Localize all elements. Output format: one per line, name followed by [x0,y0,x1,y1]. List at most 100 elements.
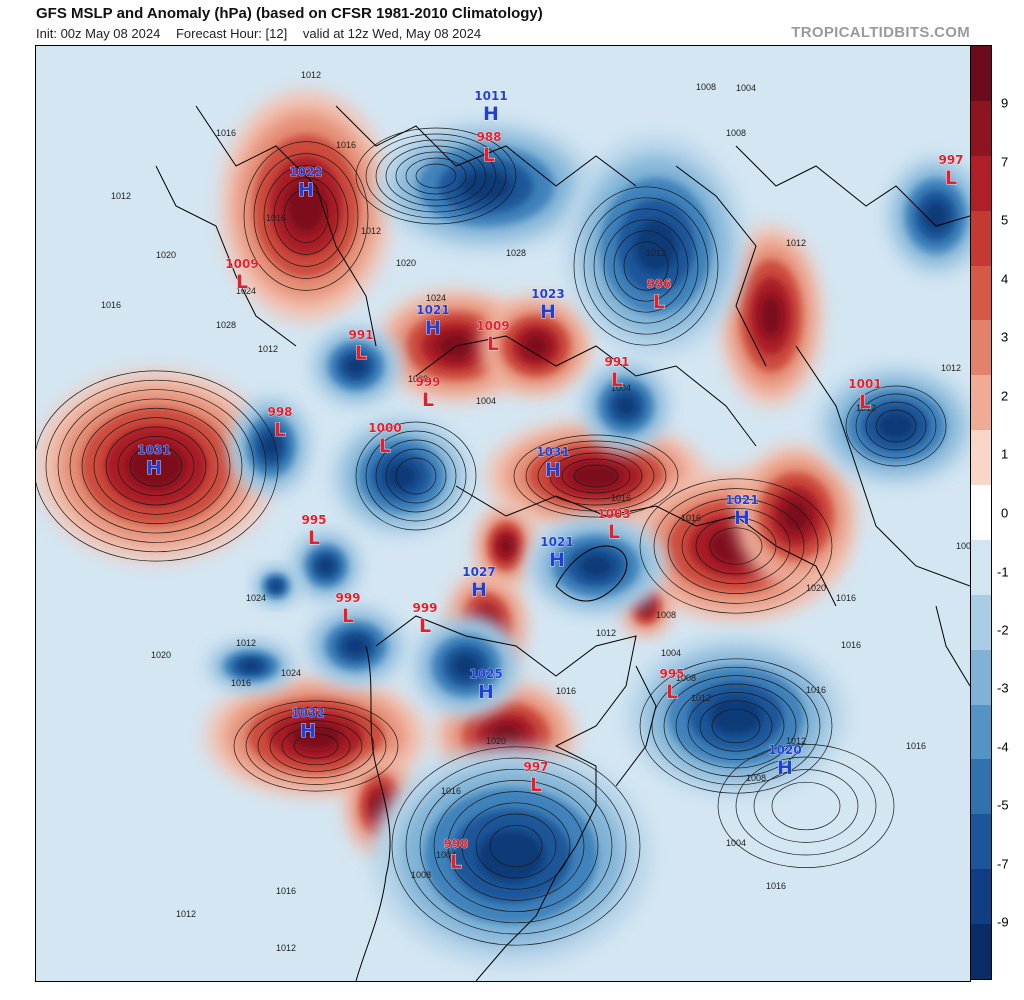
colorbar-tick-label: 5 [1001,212,1009,228]
pressure-value: 1032 [291,706,324,720]
anomaly-blob [736,446,856,586]
isobar-line [281,726,351,766]
pressure-value: 997 [523,760,548,774]
colorbar-segment [971,594,991,651]
pressure-letter: L [236,271,248,293]
isobar-line [875,409,917,443]
coastlines [155,105,970,981]
colorbar-segment [971,759,991,815]
colorbar-tick-label: -1 [997,564,1009,580]
isobar-line [583,197,709,335]
isobar-label: 1016 [611,493,631,503]
isobar-line [461,802,571,890]
isobar-line [537,446,655,506]
isobar-label: 1016 [101,300,121,310]
isobar-label: 1012 [111,191,131,201]
isobar-label: 1016 [836,593,856,603]
isobar-line [699,700,773,752]
isobar-line [433,780,599,912]
coastline [195,105,377,347]
pressure-value: 1003 [597,507,630,521]
anomaly-blob [306,606,406,686]
pressure-letter: H [545,459,561,481]
isobar-label: 1012 [276,943,296,953]
isobar-line [415,163,457,189]
pressure-value: 1031 [536,445,569,459]
pressure-value: 1011 [474,89,507,103]
isobar-line [273,177,339,255]
pressure-value: 999 [415,375,440,389]
isobar-line [717,744,895,868]
coastline [735,145,970,227]
isobar-line [117,436,195,496]
pressure-value: 1009 [225,257,258,271]
pressure-value: 1020 [768,743,801,757]
pressure-letter: L [859,391,871,413]
isobar-line [293,733,339,759]
isobar-label: 1008 [676,673,696,683]
isobar-label: 1024 [281,668,301,678]
pressure-value: 1021 [725,493,758,507]
isobar-line [639,478,833,614]
isobar-label: 1012 [856,403,876,413]
anomaly-map-canvas[interactable]: 1012 1016 1016 1012 1020 1024 1028 1012 1016 1020… [36,46,970,981]
pressure-letter: H [777,757,793,779]
isobar-line [513,434,679,518]
isobar-line [735,756,877,856]
isobar-line [45,379,267,553]
isobar-line [391,746,641,946]
anomaly-blob [886,156,970,276]
isobar-line [675,683,797,769]
isobar-label: 1020 [806,583,826,593]
coastline [795,345,970,587]
anomaly-blob [36,371,276,561]
coastline [675,165,767,367]
isobar-line [663,675,809,777]
isobar-line [667,498,805,594]
isobar-label: 1012 [941,363,961,373]
isobar-line [243,141,369,291]
anomaly-map[interactable]: 1012 1016 1016 1012 1020 1024 1028 1012 1016 1020… [35,45,971,982]
colorbar-segment [971,100,991,157]
colorbar-tick-label: -3 [997,680,1009,696]
valid-time: valid at 12z Wed, May 08 2024 [302,26,482,41]
pressure-value: 998 [443,837,468,851]
isobar-line [245,707,387,785]
isobar-label: 1008 [746,773,766,783]
isobar-line [105,426,207,506]
isobar-line [653,488,819,604]
pressure-value: 988 [476,130,501,144]
isobar-label: 1008 [956,541,970,551]
coastline [555,545,628,602]
isobar-line [365,133,507,219]
isobar-label: 1016 [266,213,286,223]
coastline [355,645,391,981]
isobar-line [771,781,841,831]
coastline [335,105,637,187]
colorbar-tick-label: 1 [1001,446,1009,462]
isobar-line [69,398,243,534]
anomaly-blob [526,516,666,616]
isobar-label: 1028 [506,248,526,258]
map-title: GFS MSLP and Anomaly (hPa) (based on CFS… [36,5,543,22]
coastline [415,335,757,447]
pressure-value: 1022 [289,165,322,179]
anomaly-blob [311,326,401,406]
pressure-letter: L [308,527,320,549]
isobar-lines [36,127,947,946]
colorbar-tick-label: -5 [997,797,1009,813]
pressure-value: 1021 [540,535,573,549]
pressure-letter: L [450,851,462,873]
isobar-line [283,189,329,243]
